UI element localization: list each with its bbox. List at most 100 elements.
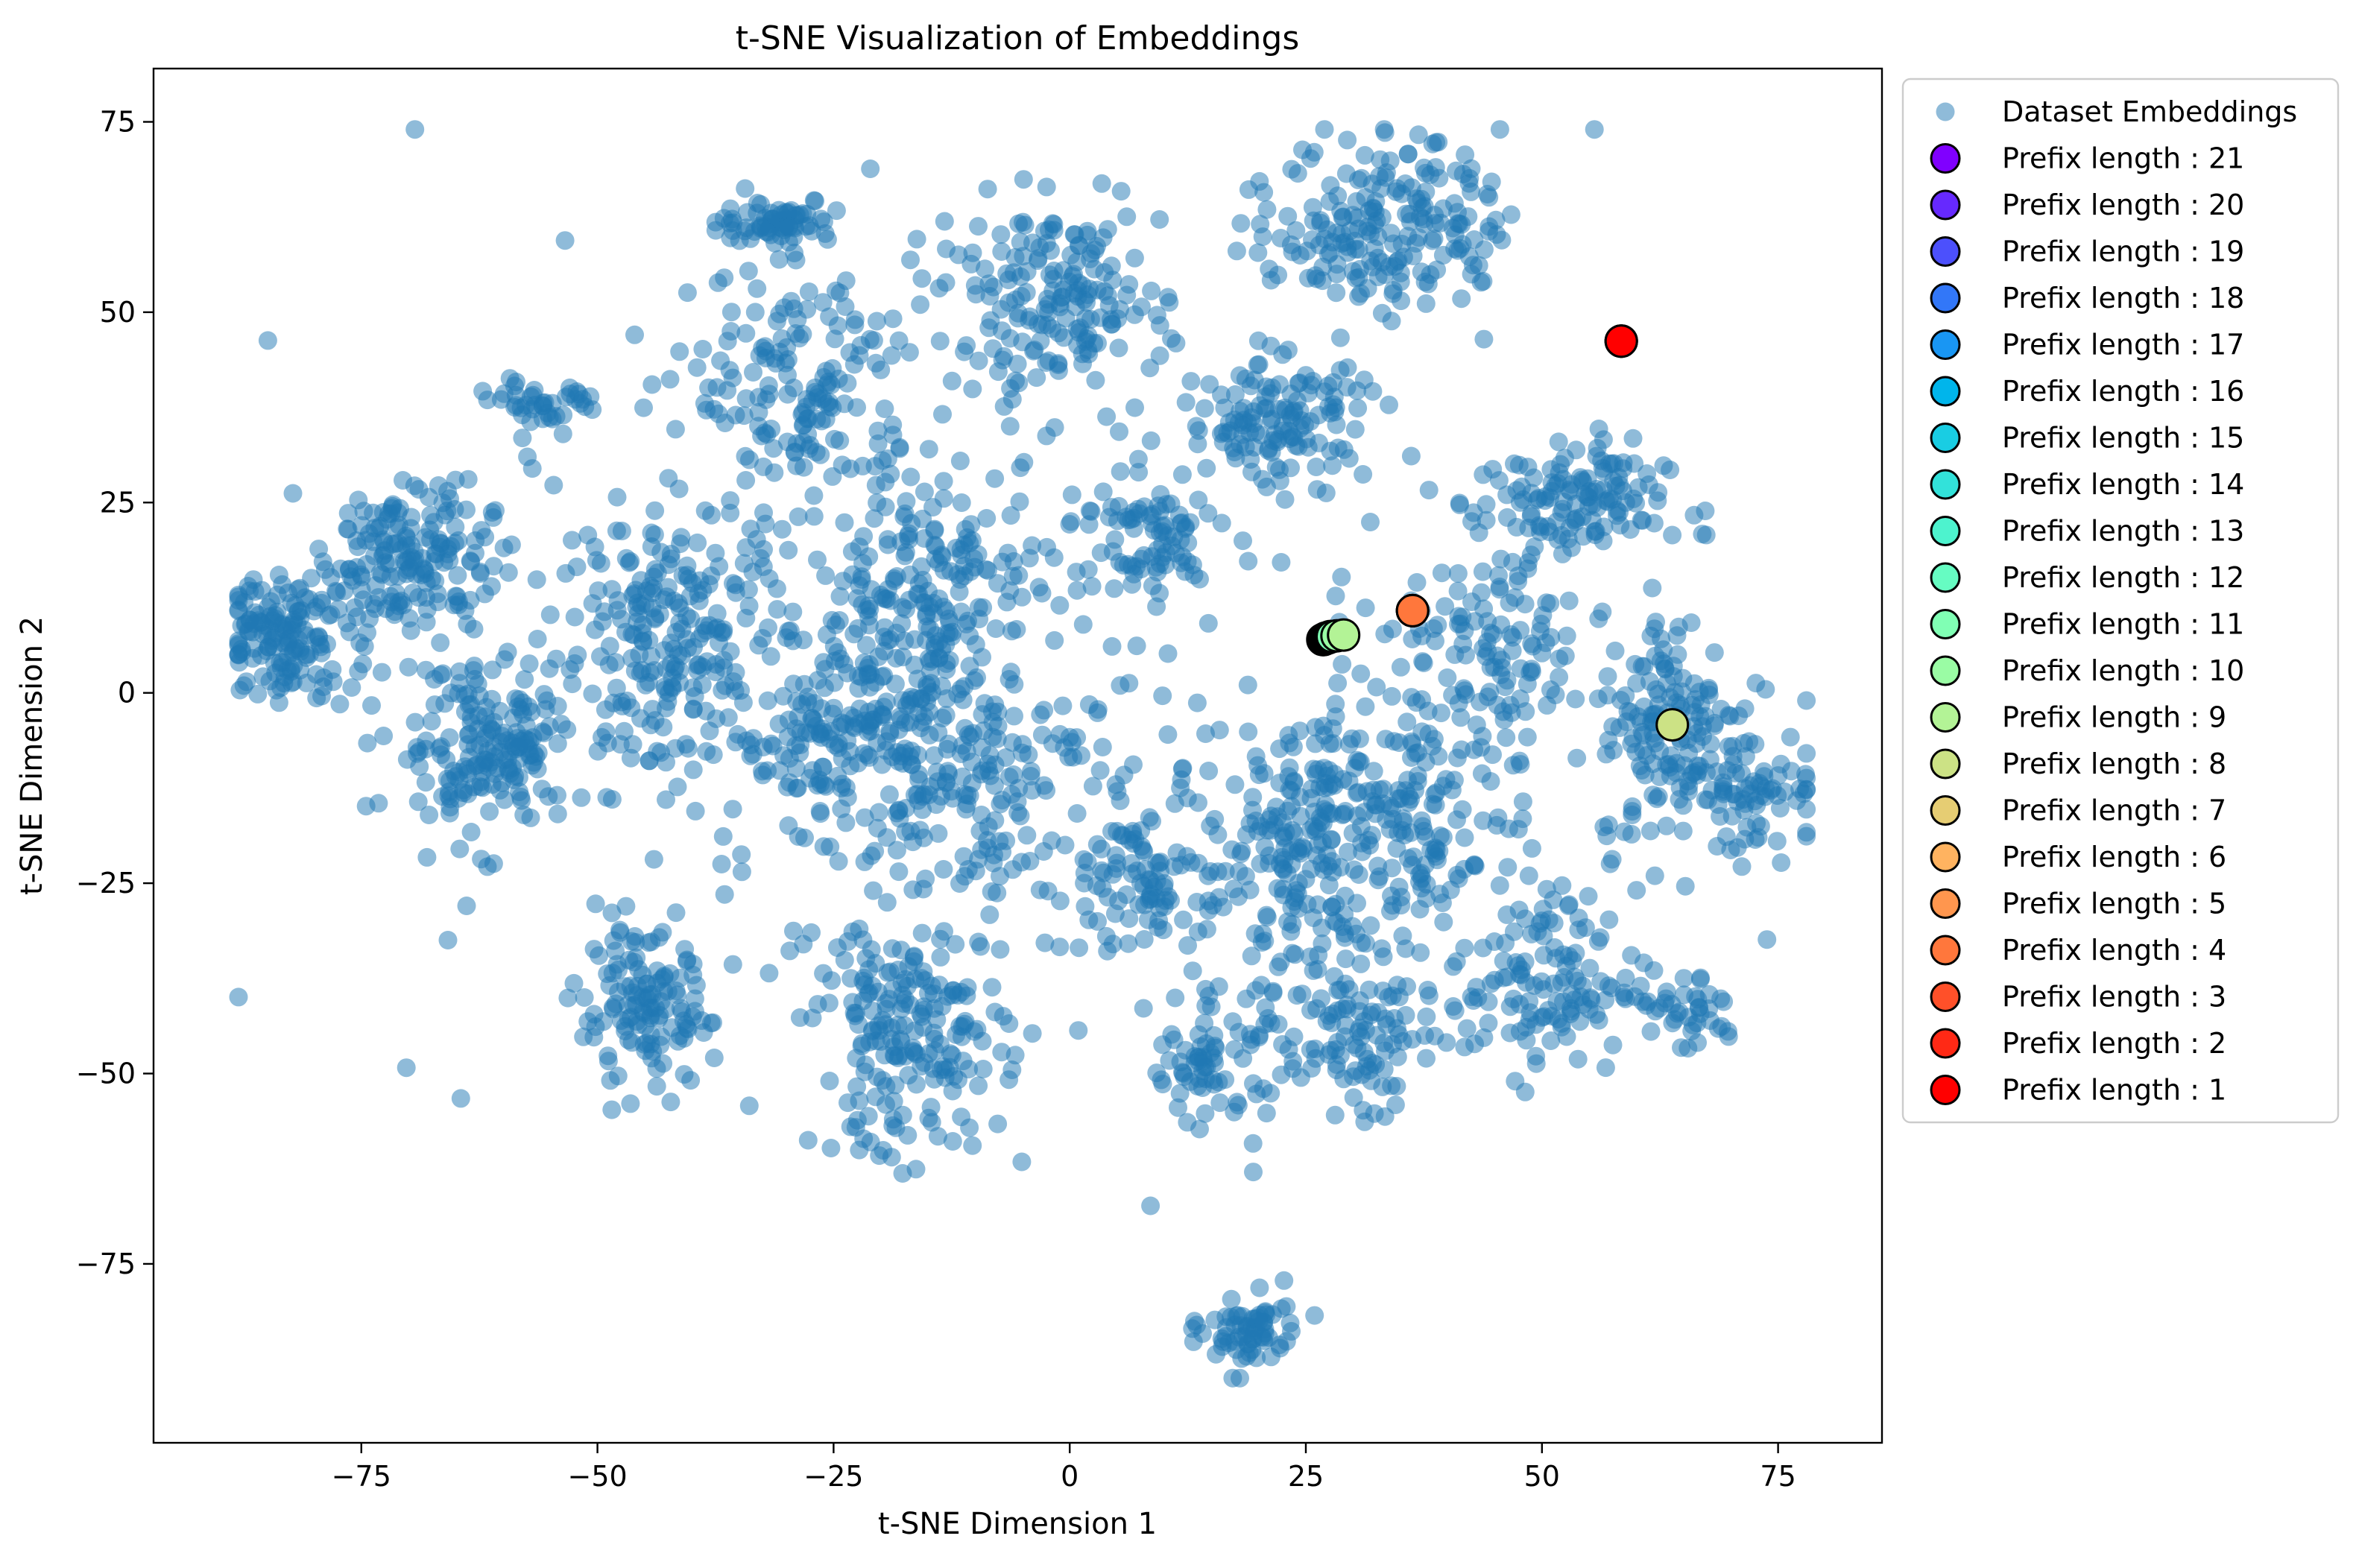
dataset-point bbox=[769, 714, 789, 733]
dataset-point bbox=[687, 358, 707, 377]
dataset-point bbox=[748, 279, 767, 298]
dataset-point bbox=[1270, 460, 1289, 479]
dataset-point bbox=[1343, 823, 1362, 843]
dataset-point bbox=[1387, 839, 1406, 858]
dataset-point bbox=[789, 507, 808, 526]
dataset-point bbox=[1634, 953, 1653, 973]
dataset-point bbox=[1035, 776, 1054, 795]
dataset-point bbox=[1711, 807, 1730, 826]
dataset-point bbox=[1275, 1271, 1294, 1290]
dataset-point bbox=[1196, 1104, 1215, 1123]
dataset-point bbox=[1348, 381, 1367, 400]
dataset-point bbox=[1259, 1328, 1278, 1347]
dataset-point bbox=[1225, 1102, 1244, 1122]
dataset-point bbox=[741, 736, 760, 755]
dataset-point bbox=[645, 560, 665, 579]
dataset-point bbox=[1752, 777, 1771, 796]
dataset-point bbox=[915, 997, 933, 1017]
dataset-point bbox=[1005, 1046, 1025, 1065]
dataset-point bbox=[572, 788, 591, 807]
dataset-point bbox=[1212, 513, 1231, 533]
dataset-point bbox=[1278, 864, 1297, 883]
dataset-point bbox=[994, 1007, 1013, 1026]
dataset-point bbox=[1427, 783, 1446, 803]
dataset-point bbox=[1336, 949, 1355, 969]
dataset-point bbox=[1481, 658, 1500, 677]
dataset-point bbox=[563, 674, 582, 694]
dataset-point bbox=[1693, 717, 1712, 736]
dataset-point bbox=[997, 831, 1016, 850]
dataset-point bbox=[1204, 1049, 1223, 1068]
dataset-point bbox=[289, 601, 308, 621]
dataset-point bbox=[1275, 490, 1295, 509]
dataset-point bbox=[1474, 1028, 1494, 1047]
dataset-point bbox=[431, 666, 450, 685]
dataset-point bbox=[726, 663, 745, 682]
dataset-point bbox=[555, 231, 575, 250]
dataset-point bbox=[1189, 490, 1208, 510]
dataset-point bbox=[915, 971, 935, 990]
dataset-point bbox=[1225, 385, 1245, 404]
dataset-point bbox=[1304, 142, 1324, 162]
dataset-point bbox=[394, 471, 412, 490]
dataset-point bbox=[986, 619, 1005, 638]
dataset-point bbox=[1568, 1049, 1588, 1069]
legend-marker bbox=[1930, 609, 1961, 639]
dataset-point bbox=[1097, 407, 1117, 426]
dataset-point bbox=[1602, 850, 1622, 869]
dataset-point bbox=[358, 733, 377, 753]
dataset-point bbox=[789, 707, 808, 727]
dataset-point bbox=[1348, 783, 1368, 802]
dataset-point bbox=[1082, 577, 1102, 596]
dataset-point bbox=[919, 440, 938, 459]
dataset-point bbox=[1358, 221, 1377, 241]
dataset-point bbox=[1512, 960, 1531, 979]
dataset-point bbox=[657, 698, 675, 718]
legend-marker bbox=[1930, 329, 1961, 360]
dataset-point bbox=[1166, 988, 1185, 1008]
dataset-point bbox=[1541, 1031, 1561, 1050]
dataset-point bbox=[1561, 999, 1580, 1018]
legend-label: Prefix length : 17 bbox=[2002, 329, 2244, 361]
y-tick-label: 0 bbox=[118, 677, 136, 709]
dataset-point bbox=[868, 434, 888, 453]
dataset-point bbox=[854, 527, 874, 546]
dataset-point bbox=[1262, 411, 1280, 430]
dataset-point bbox=[797, 723, 816, 742]
dataset-point bbox=[1368, 856, 1388, 876]
dataset-point bbox=[1473, 562, 1492, 581]
dataset-point bbox=[1128, 449, 1148, 469]
legend-marker bbox=[1930, 376, 1961, 407]
dataset-point bbox=[1559, 946, 1579, 966]
dataset-point bbox=[1067, 581, 1087, 600]
dataset-point bbox=[1375, 1107, 1395, 1126]
dataset-point bbox=[1210, 1093, 1230, 1113]
dataset-point bbox=[1156, 555, 1175, 575]
dataset-point bbox=[340, 622, 359, 642]
dataset-point bbox=[1181, 372, 1201, 391]
dataset-point bbox=[814, 837, 833, 856]
dataset-point bbox=[905, 1021, 924, 1040]
dataset-point bbox=[365, 519, 385, 538]
dataset-point bbox=[451, 1089, 470, 1108]
dataset-point bbox=[248, 611, 268, 630]
dataset-point bbox=[1506, 588, 1525, 607]
dataset-point bbox=[969, 1076, 988, 1096]
dataset-point bbox=[1687, 734, 1706, 753]
dataset-point bbox=[854, 1129, 874, 1148]
dataset-point bbox=[1627, 881, 1646, 900]
y-tick-label: −25 bbox=[76, 867, 136, 900]
dataset-point bbox=[946, 935, 965, 954]
dataset-point bbox=[984, 277, 1003, 297]
dataset-point bbox=[1165, 794, 1184, 813]
dataset-point bbox=[1463, 256, 1482, 275]
dataset-point bbox=[1038, 289, 1057, 309]
legend-marker bbox=[1930, 189, 1961, 221]
dataset-point bbox=[1242, 946, 1261, 966]
legend-label: Prefix length : 12 bbox=[2002, 561, 2244, 594]
dataset-point bbox=[1361, 916, 1380, 935]
dataset-point bbox=[830, 587, 850, 606]
dataset-point bbox=[315, 560, 335, 579]
dataset-point bbox=[911, 295, 930, 314]
y-axis: 75 50 25 0 −25 −50 −75 bbox=[76, 106, 154, 1280]
